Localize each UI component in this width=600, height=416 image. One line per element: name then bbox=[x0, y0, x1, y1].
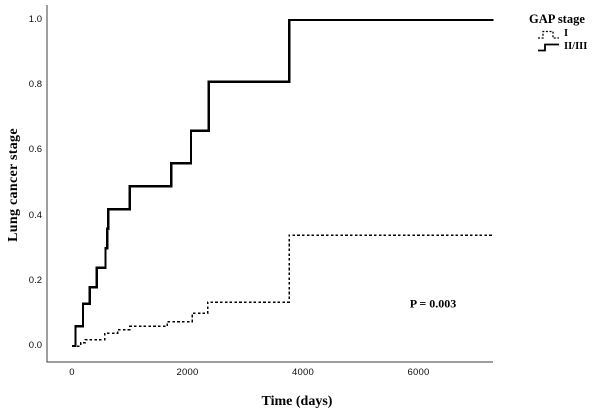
y-tick-label: 0.4 bbox=[28, 209, 42, 221]
x-tick-label: 6000 bbox=[407, 367, 430, 378]
x-tick-label: 0 bbox=[69, 367, 75, 378]
y-tick-label: 0.2 bbox=[28, 274, 42, 286]
axes-frame bbox=[46, 5, 493, 363]
x-tick-label: 4000 bbox=[292, 367, 314, 378]
y-tick-label: 0.0 bbox=[28, 340, 42, 351]
series-curve-I bbox=[72, 234, 494, 347]
y-tick-label: 0.8 bbox=[28, 79, 42, 91]
x-axis-title: Time (days) bbox=[261, 394, 333, 409]
y-axis-title: Lung cancer stage bbox=[6, 128, 21, 242]
legend-entry-label: II/III bbox=[564, 41, 588, 52]
legend-entry-stage-2-3: II/III bbox=[537, 40, 587, 53]
series-curve-II/III bbox=[72, 18, 494, 348]
y-tick-label: 1.0 bbox=[28, 14, 42, 25]
legend-line-solid-icon bbox=[538, 43, 559, 51]
legend-line-dotted-icon bbox=[538, 30, 559, 39]
legend: GAP stage I II/III bbox=[529, 12, 587, 53]
legend-title: GAP stage bbox=[529, 12, 585, 26]
legend-entry-label: I bbox=[564, 28, 569, 39]
p-value-annotation: P = 0.003 bbox=[409, 296, 457, 311]
x-tick-label: 2000 bbox=[176, 367, 199, 378]
y-tick-label: 0.6 bbox=[28, 144, 42, 156]
legend-entry-stage-1: I bbox=[537, 27, 587, 40]
